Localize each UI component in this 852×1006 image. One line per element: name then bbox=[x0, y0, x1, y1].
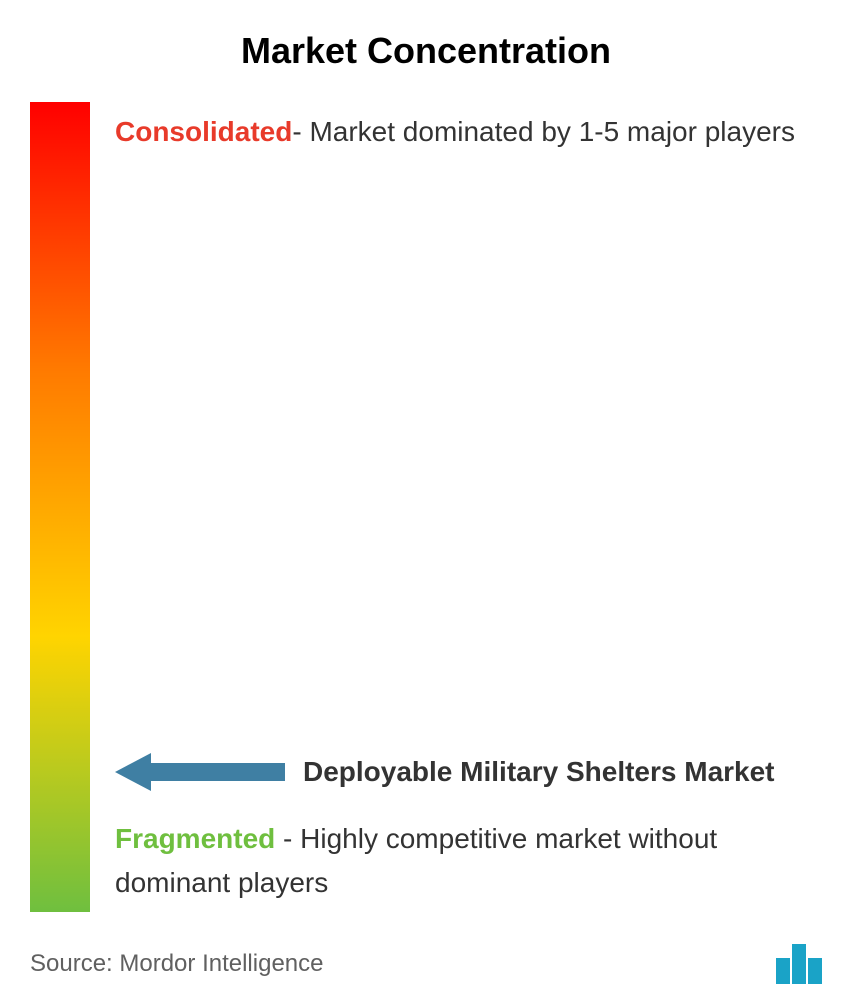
consolidated-keyword: Consolidated bbox=[115, 116, 292, 147]
source-attribution: Source: Mordor Intelligence bbox=[30, 950, 323, 978]
consolidated-rest: - Market dominated by 1-5 major players bbox=[292, 116, 795, 147]
logo-bar bbox=[776, 958, 790, 984]
fragmented-text: Fragmented - Highly competitive market w… bbox=[115, 817, 812, 904]
market-pointer-row: Deployable Military Shelters Market bbox=[115, 749, 812, 795]
logo-bar bbox=[792, 944, 806, 984]
left-arrow-icon bbox=[115, 749, 285, 795]
fragmented-keyword: Fragmented bbox=[115, 823, 275, 854]
consolidated-block: Consolidated- Market dominated by 1-5 ma… bbox=[115, 110, 812, 153]
chart-title: Market Concentration bbox=[30, 30, 822, 72]
labels-column: Consolidated- Market dominated by 1-5 ma… bbox=[115, 102, 822, 912]
market-name-label: Deployable Military Shelters Market bbox=[303, 753, 775, 791]
consolidated-text: Consolidated- Market dominated by 1-5 ma… bbox=[115, 110, 812, 153]
chart-body: Consolidated- Market dominated by 1-5 ma… bbox=[30, 102, 822, 912]
logo-bar bbox=[808, 958, 822, 984]
fragmented-block: Deployable Military Shelters Market Frag… bbox=[115, 749, 812, 904]
mordor-logo-icon bbox=[776, 944, 822, 984]
gradient-scale-bar bbox=[30, 102, 90, 912]
footer: Source: Mordor Intelligence bbox=[30, 944, 822, 984]
